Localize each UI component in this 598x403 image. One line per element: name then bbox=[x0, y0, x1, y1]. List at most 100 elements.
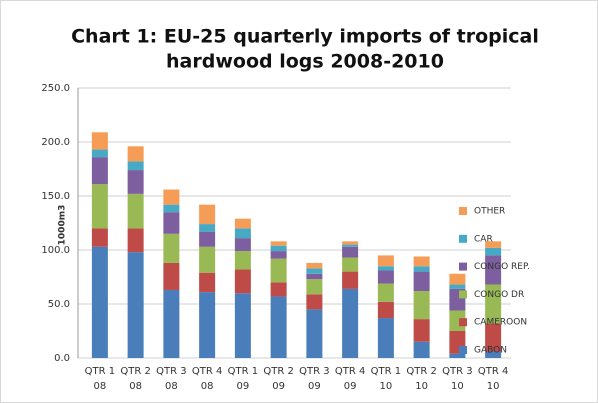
bar-segment bbox=[377, 266, 394, 271]
bar-segment bbox=[199, 204, 216, 225]
bar-segment bbox=[413, 319, 430, 342]
bar-segment bbox=[270, 258, 287, 283]
bar-segment bbox=[270, 282, 287, 297]
bar-segment bbox=[377, 318, 394, 358]
x-tick-label: QTR 4 bbox=[478, 366, 508, 377]
y-tick-label: 200.0 bbox=[41, 137, 70, 148]
bar-segment bbox=[234, 269, 251, 294]
x-tick-label: 08 bbox=[129, 381, 142, 392]
x-tick-label: 10 bbox=[487, 381, 500, 392]
bar-segment bbox=[127, 146, 144, 162]
x-tick-label: QTR 3 bbox=[299, 366, 329, 377]
bar-segment bbox=[342, 288, 359, 358]
bar-segment bbox=[306, 273, 323, 280]
bar-segment bbox=[163, 262, 180, 290]
y-tick-label: 250.0 bbox=[41, 83, 70, 94]
x-tick-label: 09 bbox=[308, 381, 321, 392]
x-tick-label: 09 bbox=[272, 381, 285, 392]
y-tick-label: 0.0 bbox=[54, 353, 70, 364]
x-tick-label: 10 bbox=[415, 381, 428, 392]
legend-swatch bbox=[459, 262, 467, 271]
bar-segment bbox=[270, 251, 287, 259]
bar-segment bbox=[199, 246, 216, 273]
bar-segment bbox=[91, 132, 108, 150]
x-tick-label: 08 bbox=[165, 381, 178, 392]
bar-segment bbox=[449, 284, 466, 289]
bar-segment bbox=[91, 228, 108, 247]
bar-segment bbox=[163, 289, 180, 358]
bar-segment bbox=[234, 293, 251, 358]
bar-segment bbox=[163, 204, 180, 213]
x-tick-label: QTR 2 bbox=[263, 366, 293, 377]
bar-segment bbox=[91, 246, 108, 358]
x-tick-label: QTR 4 bbox=[335, 366, 365, 377]
chart-title: hardwood logs 2008-2010 bbox=[166, 51, 444, 73]
x-tick-label: QTR 2 bbox=[120, 366, 150, 377]
bar-segment bbox=[163, 189, 180, 205]
bar-segment bbox=[449, 273, 466, 285]
x-tick-label: QTR 2 bbox=[406, 366, 436, 377]
bar-segment bbox=[342, 257, 359, 272]
bar-segment bbox=[342, 246, 359, 258]
x-tick-label: 08 bbox=[94, 381, 107, 392]
bar-segment bbox=[127, 252, 144, 358]
bar-segment bbox=[485, 284, 502, 324]
bar-segment bbox=[413, 256, 430, 267]
x-tick-label: QTR 1 bbox=[85, 366, 115, 377]
chart-title: Chart 1: EU-25 quarterly imports of trop… bbox=[71, 26, 539, 48]
bar-segment bbox=[127, 228, 144, 253]
bar-segment bbox=[270, 296, 287, 358]
bar-segment bbox=[413, 271, 430, 292]
bar-segment bbox=[127, 161, 144, 171]
x-tick-label: QTR 3 bbox=[156, 366, 186, 377]
bar-segment bbox=[413, 266, 430, 272]
bar-segment bbox=[377, 301, 394, 319]
bar-segment bbox=[234, 238, 251, 252]
x-tick-label: 10 bbox=[451, 381, 464, 392]
x-tick-label: 08 bbox=[201, 381, 214, 392]
bar-segment bbox=[413, 291, 430, 320]
bar-segment bbox=[234, 228, 251, 239]
bar-segment bbox=[377, 255, 394, 267]
bar-segment bbox=[234, 251, 251, 270]
legend-label: GABON bbox=[474, 346, 507, 356]
legend-swatch bbox=[459, 318, 467, 327]
legend-label: CONGO DR bbox=[474, 290, 524, 300]
bar-segment bbox=[199, 272, 216, 293]
x-tick-label: QTR 4 bbox=[192, 366, 222, 377]
x-tick-label: 09 bbox=[237, 381, 250, 392]
bar-segment bbox=[485, 241, 502, 248]
x-tick-label: QTR 1 bbox=[371, 366, 401, 377]
bar-segment bbox=[163, 212, 180, 234]
bar-segment bbox=[91, 149, 108, 158]
y-axis-label: 1000m3 bbox=[58, 205, 68, 246]
legend-label: OTHER bbox=[474, 207, 505, 217]
y-tick-label: 100.0 bbox=[41, 245, 70, 256]
legend-swatch bbox=[459, 234, 467, 243]
bar-segment bbox=[485, 351, 502, 358]
bar-segment bbox=[377, 283, 394, 302]
bar-segment bbox=[127, 170, 144, 194]
bar-segment bbox=[91, 157, 108, 185]
bar-segment bbox=[306, 309, 323, 358]
bar-segment bbox=[413, 341, 430, 358]
bar-segment bbox=[270, 245, 287, 252]
legend-swatch bbox=[459, 290, 467, 299]
bar-segment bbox=[91, 184, 108, 229]
bar-segment bbox=[449, 353, 466, 358]
legend-swatch bbox=[459, 346, 467, 354]
bar-segment bbox=[342, 241, 359, 245]
y-tick-label: 50.0 bbox=[48, 299, 70, 310]
bar-segment bbox=[306, 294, 323, 310]
bar-segment bbox=[163, 233, 180, 263]
bar-segment bbox=[199, 292, 216, 358]
x-tick-label: 10 bbox=[380, 381, 393, 392]
bar-segment bbox=[485, 255, 502, 285]
bar-segment bbox=[306, 279, 323, 295]
bar-segment bbox=[485, 247, 502, 256]
bar-segment bbox=[199, 224, 216, 232]
x-tick-label: QTR 3 bbox=[442, 366, 472, 377]
legend-swatch bbox=[459, 207, 467, 215]
bar-segment bbox=[342, 244, 359, 247]
